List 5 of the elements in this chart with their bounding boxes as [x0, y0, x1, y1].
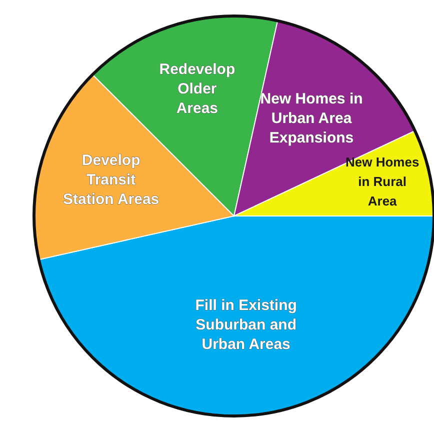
slice-label: Fill in Existing Suburban and Urban Areas — [195, 296, 297, 353]
slice-label: Develop Transit Station Areas — [63, 152, 160, 208]
slice-label: New Homes in Urban Area Expansions — [260, 90, 363, 147]
slice-label: New Homes in Rural Area — [345, 154, 420, 209]
slice-label: Redevelop Older Areas — [159, 60, 236, 117]
